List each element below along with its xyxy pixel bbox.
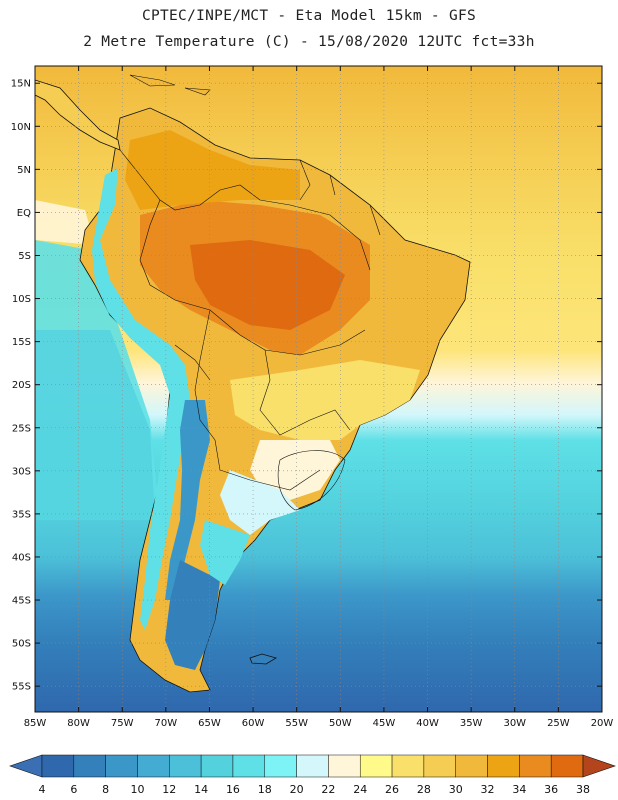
lon-tick-label: 35W [460, 718, 483, 729]
central-america [35, 79, 121, 151]
colorbar-label: 22 [321, 783, 335, 796]
map-plot-area [35, 66, 602, 712]
colorbar-swatch [519, 754, 552, 778]
colorbar-swatch [391, 754, 425, 778]
colorbar-swatch [328, 754, 361, 778]
lon-tick-label: 30W [503, 718, 526, 729]
colorbar-label: 10 [130, 783, 144, 796]
colorbar-swatch [296, 754, 329, 778]
lat-tick-label: 25S [12, 423, 31, 434]
graticule [34, 66, 603, 712]
colorbar-above-arrow [582, 754, 616, 778]
lat-tick-label: 15S [12, 337, 31, 348]
colorbar-swatch [232, 754, 266, 778]
hottest-core [190, 240, 345, 330]
lon-tick-label: 75W [111, 718, 134, 729]
colorbar-swatch [423, 754, 456, 778]
map-subtitle: 2 Metre Temperature (C) - 15/08/2020 12U… [83, 34, 535, 50]
colorbar-label: 14 [194, 783, 208, 796]
lon-tick-label: 50W [329, 718, 352, 729]
colorbar-label: 8 [102, 783, 109, 796]
map-frame [34, 65, 603, 713]
lat-tick-label: 50S [12, 639, 31, 650]
map-title: CPTEC/INPE/MCT - Eta Model 15km - GFS [141, 8, 477, 24]
longitude-axis: 85W 80W 75W 70W 65W 60W 55W 50W 45W 40W 35W 30W 25W 2… [24, 66, 614, 729]
colorbar-label: 30 [449, 783, 463, 796]
lon-tick-label: 85W [24, 718, 47, 729]
lat-tick-label: 5N [17, 165, 31, 176]
lon-tick-label: 55W [285, 718, 308, 729]
colorbar-below-arrow [9, 754, 43, 778]
lon-tick-label: 40W [416, 718, 439, 729]
colorbar: 4 6 8 10 12 14 16 18 20 22 24 26 28 30 32 34 36 38 [9, 754, 616, 796]
colorbar-swatch [169, 754, 202, 778]
lat-tick-label: 45S [12, 596, 31, 607]
lon-tick-label: 20W [591, 718, 614, 729]
colorbar-label: 36 [544, 783, 558, 796]
colorbar-label: 4 [39, 783, 46, 796]
colorbar-label: 26 [385, 783, 399, 796]
lat-tick-label: 5S [18, 251, 31, 262]
lon-tick-label: 45W [373, 718, 396, 729]
colorbar-swatch [105, 754, 138, 778]
colorbar-label: 16 [226, 783, 240, 796]
lon-tick-label: 65W [198, 718, 221, 729]
lat-tick-label: 35S [12, 509, 31, 520]
country-borders [119, 149, 381, 511]
lat-tick-label: 40S [12, 552, 31, 563]
lat-tick-label: 10N [11, 122, 31, 133]
colorbar-swatch [41, 754, 75, 778]
colorbar-label: 32 [481, 783, 495, 796]
colorbar-label: 38 [576, 783, 590, 796]
lat-tick-label: EQ [17, 208, 31, 219]
lat-tick-label: 55S [12, 682, 31, 693]
lat-tick-label: 10S [12, 294, 31, 305]
lat-tick-label: 30S [12, 466, 31, 477]
colorbar-swatch [550, 754, 584, 778]
lat-tick-label: 15N [11, 79, 31, 90]
colorbar-swatch [137, 754, 170, 778]
colorbar-label: 18 [258, 783, 272, 796]
colorbar-swatch [264, 754, 297, 778]
colorbar-label: 34 [512, 783, 526, 796]
lon-tick-label: 80W [67, 718, 90, 729]
lat-tick-label: 20S [12, 380, 31, 391]
colorbar-swatch [359, 754, 393, 778]
andes-cold-strip [92, 168, 190, 630]
colorbar-label: 24 [353, 783, 367, 796]
colorbar-label: 28 [417, 783, 431, 796]
colorbar-swatch [455, 754, 488, 778]
lon-tick-label: 60W [242, 718, 265, 729]
colorbar-swatch [73, 754, 106, 778]
colorbar-label: 20 [290, 783, 304, 796]
colorbar-label: 6 [70, 783, 77, 796]
latitude-axis: 15N 10N 5N EQ 5S 10S 15S 20S 25S 30S 35S 40S 45S 50S 5… [11, 79, 602, 693]
colorbar-label: 12 [162, 783, 176, 796]
falkland-islands [249, 653, 277, 665]
lon-tick-label: 70W [155, 718, 178, 729]
colorbar-swatch [200, 754, 234, 778]
colorbar-swatch [487, 754, 520, 778]
lon-tick-label: 25W [547, 718, 570, 729]
